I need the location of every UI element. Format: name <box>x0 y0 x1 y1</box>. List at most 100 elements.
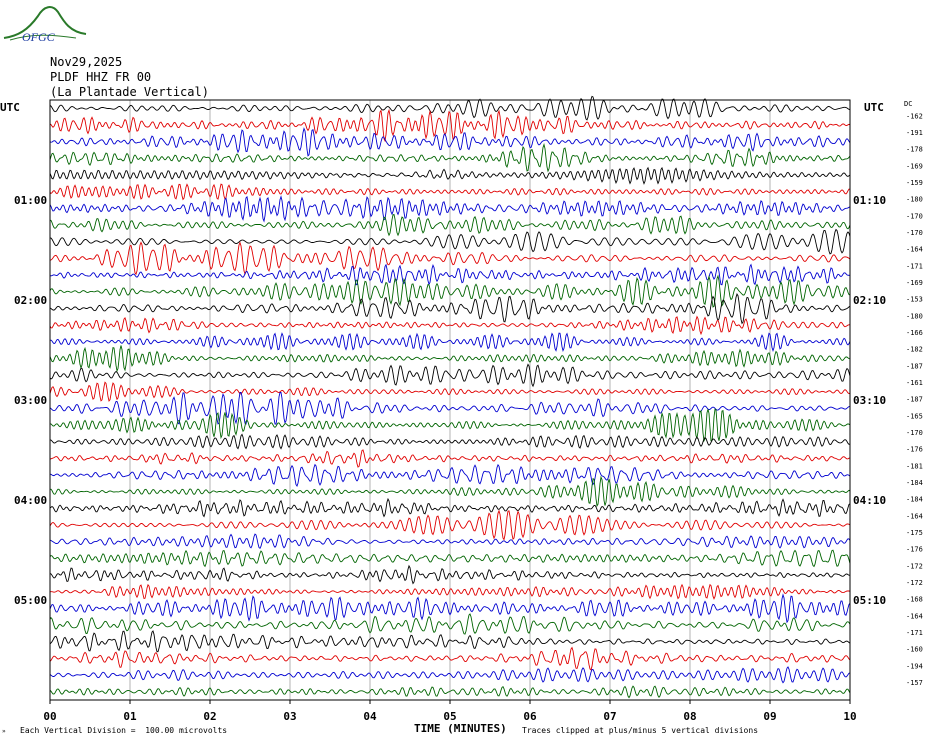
trace-25 <box>49 497 851 518</box>
trace-34 <box>49 646 851 671</box>
x-tick-labels: 00 01 02 03 04 05 06 07 08 09 10 <box>43 700 857 723</box>
scale-note: Each Vertical Division = 100.00 microvol… <box>20 726 228 735</box>
trace-32 <box>49 613 851 635</box>
dc-offset-label: -170 <box>906 212 923 220</box>
dc-offset-label: -178 <box>906 146 923 154</box>
trace-2 <box>49 108 851 143</box>
trace-36 <box>49 685 851 699</box>
x-tick-label: 10 <box>843 710 856 723</box>
left-time-label: 05:00 <box>14 594 47 607</box>
dc-offset-label: -180 <box>906 312 923 320</box>
right-tz-label: UTC <box>864 101 884 114</box>
station-code: PLDF HHZ FR 00 <box>50 70 152 84</box>
dc-offset-label: -169 <box>906 162 923 170</box>
x-tick-label: 06 <box>523 710 537 723</box>
trace-12 <box>49 274 851 308</box>
dc-offset-label: -182 <box>906 346 923 354</box>
dc-offset-label: -153 <box>906 296 923 304</box>
x-tick-label: 05 <box>443 710 456 723</box>
trace-33 <box>49 630 851 653</box>
dc-offset-label: -165 <box>906 412 923 420</box>
right-time-label: 04:10 <box>853 494 886 507</box>
left-time-label: 01:00 <box>14 194 47 207</box>
dc-offset-label: -184 <box>906 479 923 487</box>
trace-4 <box>49 143 851 173</box>
trace-9 <box>49 228 851 255</box>
trace-18 <box>49 381 851 402</box>
station-name: (La Plantade Vertical) <box>50 85 209 99</box>
trace-13 <box>49 293 851 325</box>
dc-offset-label: -166 <box>906 329 923 337</box>
trace-31 <box>49 593 851 624</box>
time-grid <box>129 100 771 700</box>
trace-10 <box>49 241 851 276</box>
dc-offset-label: -194 <box>906 662 923 670</box>
trace-6 <box>49 183 851 201</box>
right-time-labels: 01:10 02:10 03:10 04:10 05:10 <box>853 194 886 607</box>
x-tick-label: 02 <box>203 710 216 723</box>
dc-offset-label: -164 <box>906 246 923 254</box>
left-time-labels: 01:00 02:00 03:00 04:00 05:00 <box>14 194 47 607</box>
trace-8 <box>49 213 851 237</box>
x-tick-label: 03 <box>283 710 296 723</box>
trace-3 <box>49 127 851 157</box>
trace-11 <box>49 263 851 286</box>
dc-offset-label: -184 <box>906 496 923 504</box>
x-axis-label: TIME (MINUTES) <box>414 722 507 735</box>
trace-23 <box>49 463 851 487</box>
trace-19 <box>49 392 850 425</box>
dc-offset-label: -160 <box>906 646 923 654</box>
trace-24 <box>49 475 851 508</box>
dc-offset-label: -181 <box>906 462 923 470</box>
dc-offset-label: -164 <box>906 512 923 520</box>
x-tick-label: 09 <box>763 710 776 723</box>
dc-offset-label: -159 <box>906 179 923 187</box>
dc-offset-label: -172 <box>906 579 923 587</box>
dc-offset-label: -191 <box>906 129 923 137</box>
trace-30 <box>49 583 851 600</box>
left-tz-label: UTC <box>0 101 20 114</box>
trace-21 <box>49 433 851 450</box>
trace-29 <box>49 564 851 585</box>
trace-35 <box>49 666 851 684</box>
trace-14 <box>49 315 851 336</box>
seismic-traces <box>49 95 851 699</box>
trace-28 <box>49 549 851 568</box>
x-tick-label: 04 <box>363 710 377 723</box>
dc-offset-label: -164 <box>906 612 923 620</box>
trace-1 <box>49 95 851 121</box>
dc-offset-label: -180 <box>906 196 923 204</box>
footer-marker: » <box>2 728 6 735</box>
trace-27 <box>49 533 851 550</box>
dc-offset-label: -170 <box>906 429 923 437</box>
clip-note: Traces clipped at plus/minus 5 vertical … <box>522 726 759 735</box>
trace-20 <box>50 408 851 443</box>
trace-5 <box>49 166 851 185</box>
left-time-label: 03:00 <box>14 394 47 407</box>
trace-22 <box>49 449 851 468</box>
dc-label: DC <box>904 100 912 108</box>
dc-offset-label: -176 <box>906 446 923 454</box>
trace-7 <box>49 195 851 223</box>
trace-15 <box>49 332 851 353</box>
dc-offset-label: -170 <box>906 229 923 237</box>
x-tick-label: 08 <box>683 710 696 723</box>
dc-offset-label: -162 <box>906 112 923 120</box>
right-time-label: 02:10 <box>853 294 886 307</box>
trace-17 <box>49 363 851 388</box>
dc-offset-label: -172 <box>906 562 923 570</box>
right-time-label: 05:10 <box>853 594 886 607</box>
plot-date: Nov29,2025 <box>50 55 123 69</box>
x-tick-label: 07 <box>603 710 616 723</box>
dc-offset-label: -157 <box>906 679 923 687</box>
dc-offset-label: -187 <box>906 362 923 370</box>
dc-offset-label: -169 <box>906 279 923 287</box>
dc-offset-label: -187 <box>906 396 923 404</box>
dc-offset-label: -171 <box>906 629 923 637</box>
logo-swoosh-icon <box>9 34 77 41</box>
right-time-label: 01:10 <box>853 194 886 207</box>
logo-text: OFGC <box>22 30 56 44</box>
dc-offset-label: -161 <box>906 379 923 387</box>
trace-26 <box>49 509 851 541</box>
